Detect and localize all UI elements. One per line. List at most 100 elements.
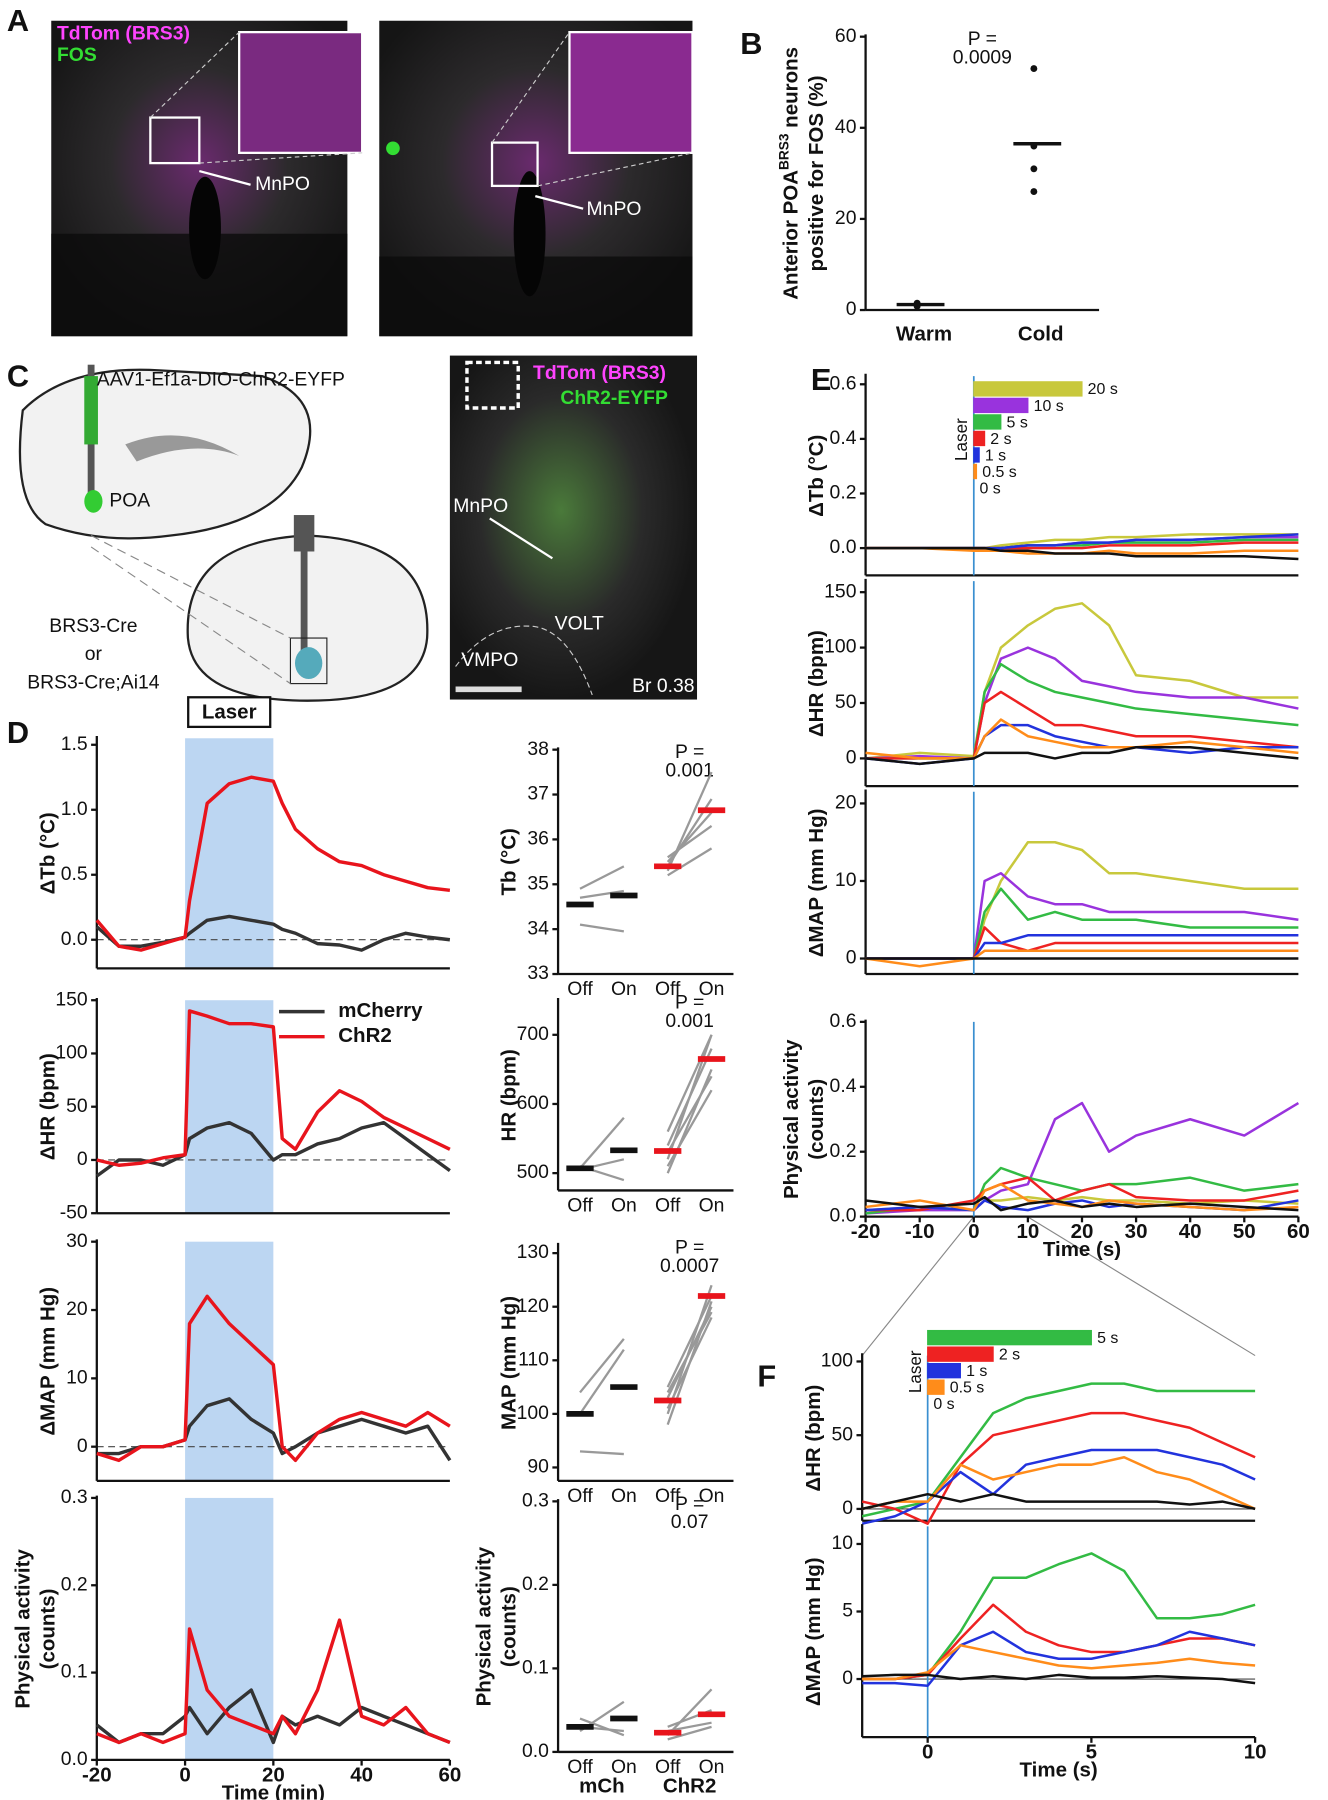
y-tick-label: 150 (55, 988, 88, 1010)
brain-schematic: POA AAV1-Ef1a-DIO-ChR2-EYFP BRS3-Cre or … (18, 364, 429, 702)
y-axis-label: ΔHR (bpm) (805, 630, 828, 737)
y-axis-label: ΔMAP (mm Hg) (802, 1557, 825, 1706)
series-line (865, 926, 1299, 960)
pointer (199, 169, 251, 186)
x-tick-label: 60 (1287, 1220, 1310, 1243)
series-line (96, 1397, 452, 1462)
x-tick-label: 10 (1244, 1740, 1267, 1763)
ventricle (125, 435, 240, 462)
inset-guide (537, 152, 693, 187)
laser-legend-label: 10 s (1034, 398, 1064, 415)
pair-line (667, 825, 713, 859)
y-tick-label: 0.0 (830, 536, 857, 558)
series-line (861, 1456, 1256, 1511)
laser-period (185, 1000, 274, 1214)
laser-legend-label: 0 s (933, 1396, 954, 1413)
y-tick-label: 37 (527, 783, 549, 805)
y-axis-label: Physical activity (780, 1039, 803, 1199)
inset-box (465, 360, 520, 410)
image-label: FOS (57, 44, 97, 66)
series-line (862, 1603, 1256, 1681)
panel-label: C (7, 358, 29, 393)
category-label: Off (655, 978, 681, 1000)
point (1030, 65, 1038, 72)
pair-line (666, 1089, 713, 1167)
region-label: VMPO (461, 649, 518, 671)
laser-legend-label: 1 s (985, 447, 1006, 464)
category-label: Off (655, 1485, 681, 1507)
bregma-label: Br 0.38 (632, 675, 694, 697)
series-line (96, 1618, 451, 1745)
region-outline (455, 625, 593, 696)
pair-line (579, 923, 625, 933)
y-tick-label: 0 (846, 747, 857, 769)
category-label: Off (567, 1485, 593, 1507)
series-line (865, 1195, 1299, 1212)
laser-legend-label: 2 s (999, 1346, 1020, 1363)
series-line (862, 1630, 1256, 1688)
pair-line (579, 1348, 625, 1415)
micrograph: TdTom (BRS3) FOS MnPO (51, 20, 364, 337)
laser-box (187, 696, 272, 729)
laser-bar (927, 1346, 994, 1362)
zoom-guide (861, 1216, 975, 1356)
laser-label: Laser (202, 701, 257, 724)
y-axis-label: ΔTb (°C) (805, 435, 828, 517)
y-tick-label: 0.0 (522, 1740, 549, 1762)
y-axis-label: Tb (°C) (498, 828, 521, 895)
y-tick-label: 110 (518, 1348, 549, 1370)
x-tick-label: 0 (179, 1763, 190, 1786)
series-line (95, 1688, 451, 1745)
pointer (535, 195, 584, 210)
x-tick-label: 10 (1016, 1220, 1039, 1243)
x-tick-label: -20 (82, 1763, 112, 1786)
laser-period (185, 1241, 274, 1481)
y-tick-label: 0.3 (61, 1486, 88, 1508)
y-tick-label: 0.2 (830, 1140, 857, 1162)
y-tick-label: 10 (66, 1366, 88, 1388)
laser-bar (973, 381, 1083, 397)
label-sup: BRS3 (776, 133, 791, 170)
y-tick-label: 0 (77, 1435, 88, 1457)
p-label: P = (968, 28, 997, 50)
y-axis-label: Physical activity (11, 1549, 34, 1709)
injection (294, 647, 323, 680)
image-label: TdTom (BRS3) (57, 23, 190, 45)
y-axis-label: ΔTb (°C) (36, 812, 59, 894)
y-tick-label: 50 (66, 1095, 88, 1117)
y-tick-label: 0 (846, 298, 857, 320)
laser-bar (927, 1329, 1092, 1346)
y-axis-label: ΔMAP (mm Hg) (805, 809, 828, 958)
category-label: On (611, 1756, 637, 1778)
label-part: neurons (780, 47, 803, 134)
y-tick-label: 0.4 (830, 1075, 857, 1097)
pair-line (666, 1075, 713, 1153)
laser-label: Laser (906, 1350, 925, 1393)
pair-line (666, 1688, 713, 1737)
y-tick-label: 0.0 (61, 928, 88, 950)
x-axis-label: Time (s) (1020, 1759, 1098, 1782)
pair-line (667, 1725, 712, 1741)
inset (568, 30, 694, 154)
series-line (95, 914, 451, 952)
series-line (861, 1448, 1256, 1525)
laser-legend-label: 2 s (990, 431, 1011, 448)
p-value: 0.001 (665, 759, 713, 781)
x-axis-label: Time (min) (222, 1781, 325, 1800)
y-tick-label: 700 (517, 1023, 550, 1045)
virus-label: AAV1-Ef1a-DIO-ChR2-EYFP (97, 369, 345, 391)
laser-legend-label: 0.5 s (950, 1380, 985, 1397)
y-tick-label: 0 (842, 1497, 853, 1519)
y-axis-label: ΔHR (bpm) (802, 1385, 825, 1492)
y-tick-label: 0.5 (61, 863, 88, 885)
y-tick-label: 36 (527, 828, 549, 850)
series-line (865, 746, 1299, 766)
series-line (865, 841, 1299, 960)
laser-bar (973, 463, 978, 480)
y-tick-label: 0 (77, 1148, 88, 1170)
pair-line (579, 1338, 625, 1394)
y-tick-label: 500 (517, 1161, 550, 1183)
label-part: Anterior POA (780, 170, 803, 300)
inset-box (490, 141, 539, 188)
series-line (865, 887, 1299, 960)
